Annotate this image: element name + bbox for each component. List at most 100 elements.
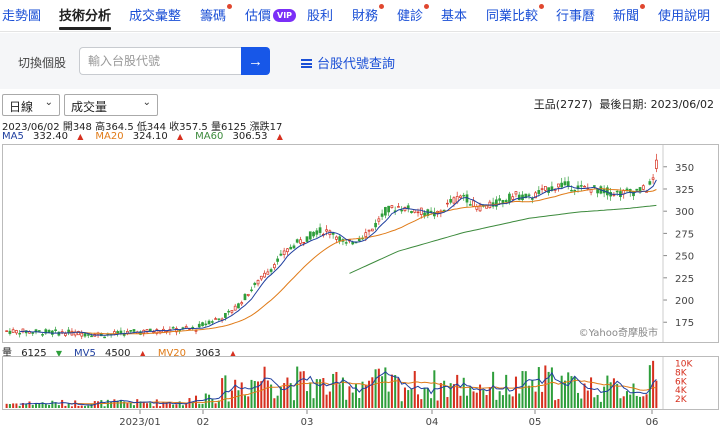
candle	[563, 177, 567, 187]
vol_legend-item: 量 6125 ▼	[2, 348, 68, 359]
candle	[648, 178, 652, 186]
volume-bar	[563, 380, 566, 408]
volume-bar	[570, 376, 573, 408]
candle	[446, 199, 449, 208]
candle	[488, 199, 492, 209]
candle	[286, 248, 289, 256]
candle	[54, 326, 57, 333]
candle	[426, 208, 430, 219]
volume-bar	[211, 399, 214, 408]
volume-bar	[371, 377, 374, 408]
volume-bar	[172, 404, 175, 408]
tab-1[interactable]: 走勢圖	[2, 5, 41, 24]
volume-bar	[234, 379, 237, 408]
volume-bar	[185, 403, 188, 408]
indicator-select[interactable]: 成交量 ⌄	[64, 94, 158, 116]
candle	[390, 205, 394, 209]
tab-12[interactable]: 新聞	[613, 4, 646, 24]
volume-bar	[322, 378, 325, 408]
volume-bar	[44, 403, 47, 408]
candle	[462, 192, 466, 201]
volume-bar	[377, 368, 380, 408]
tab-bar: 走勢圖 技術分析 成交彙整 籌碼 估價 VIP 股利 財務 健診 基本 同業比較 行事曆 新聞 使用說明	[0, 0, 720, 32]
candle	[5, 330, 8, 333]
volume-bar	[590, 377, 593, 408]
volume-bar	[260, 381, 263, 408]
volume-bar	[74, 400, 77, 408]
volume-bar	[279, 387, 282, 408]
candle	[44, 328, 48, 335]
x-tick-label: 05	[529, 417, 542, 428]
tab-13[interactable]: 使用說明	[658, 5, 710, 24]
price-chart[interactable]: 350 325 300 275 250 225 200 175 ©Yahoo奇摩股市	[2, 144, 719, 343]
volume-bar	[57, 405, 60, 408]
volume-bar	[299, 371, 302, 408]
stock-code-input[interactable]	[79, 47, 241, 75]
candle	[161, 326, 165, 334]
volume-bar	[387, 391, 390, 408]
candle	[638, 187, 642, 194]
volume-bar	[567, 372, 570, 408]
tab-10[interactable]: 同業比較	[486, 4, 545, 24]
candle	[338, 235, 342, 245]
stock-code-lookup-link[interactable]: 台股代號查詢	[301, 53, 395, 72]
candle	[217, 318, 221, 322]
notification-dot	[227, 4, 233, 9]
volume-bar	[619, 398, 622, 408]
candle	[142, 329, 146, 337]
candle	[295, 238, 299, 244]
candle	[246, 293, 250, 297]
volume-tick-label: 6K	[675, 377, 688, 387]
search-submit-button[interactable]: →	[241, 47, 270, 75]
candle	[253, 281, 257, 288]
tab-label: 新聞	[613, 9, 640, 24]
volume-bar	[25, 403, 28, 408]
volume-bar	[315, 379, 318, 408]
volume-bar	[266, 380, 269, 408]
tab-8[interactable]: 健診	[397, 4, 430, 24]
volume-bar	[495, 399, 498, 408]
volume-bar	[87, 405, 90, 408]
period-select[interactable]: 日線 ⌄	[2, 94, 60, 116]
candle	[210, 319, 214, 325]
tab-label: 股利	[307, 9, 334, 24]
tab-2[interactable]: 技術分析	[59, 5, 112, 30]
candle	[557, 183, 560, 192]
volume-bar	[142, 401, 145, 408]
volume-bar	[119, 400, 122, 408]
volume-bar	[338, 384, 341, 408]
volume-chart[interactable]: 10K 8K 6K 4K 2K	[2, 356, 719, 410]
indicator-select-value: 成交量	[71, 100, 108, 114]
tab-6[interactable]: 股利	[307, 5, 333, 24]
volume-bar	[123, 401, 126, 408]
ma_legend-label: MA20	[95, 131, 124, 142]
volume-bar	[348, 386, 351, 408]
tab-3[interactable]: 成交彙整	[129, 5, 181, 24]
volume-bar	[430, 398, 433, 408]
candle	[178, 329, 182, 334]
candle	[276, 255, 279, 265]
candle	[256, 279, 260, 287]
volume-bar	[227, 401, 230, 408]
candle	[282, 247, 286, 259]
tab-7[interactable]: 財務	[352, 4, 385, 24]
volume-bar	[126, 403, 129, 408]
tab-4[interactable]: 籌碼	[200, 4, 233, 24]
volume-bar	[381, 376, 384, 408]
candle	[57, 331, 61, 337]
price-tick-label: 325	[675, 185, 694, 196]
candle	[103, 336, 106, 339]
candle	[387, 205, 390, 216]
trend-up-icon: ▲	[176, 132, 184, 141]
volume-bar	[178, 401, 181, 408]
candle	[207, 319, 211, 325]
ma_legend-value: 324.10	[132, 131, 168, 142]
volume-bar	[586, 390, 589, 408]
tab-5[interactable]: 估價 VIP	[245, 5, 297, 24]
candle	[308, 231, 312, 241]
ma_legend-value: 306.53	[232, 131, 268, 142]
x-tick-label: 03	[301, 417, 314, 428]
vol_legend-value: 3063	[195, 348, 221, 359]
tab-11[interactable]: 行事曆	[556, 5, 595, 24]
tab-9[interactable]: 基本	[441, 5, 467, 24]
